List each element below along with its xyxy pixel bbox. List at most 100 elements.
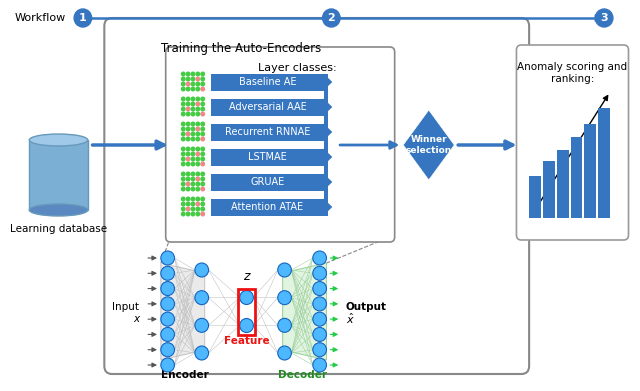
Circle shape [182, 127, 185, 131]
Circle shape [313, 297, 326, 311]
Circle shape [313, 343, 326, 357]
Bar [584, 124, 596, 218]
Text: 1: 1 [79, 13, 87, 23]
Circle shape [186, 162, 190, 166]
Circle shape [186, 152, 190, 156]
Circle shape [182, 102, 185, 106]
Circle shape [278, 346, 291, 360]
Circle shape [195, 291, 209, 305]
Circle shape [191, 207, 195, 211]
Circle shape [196, 212, 200, 216]
Circle shape [182, 152, 185, 156]
Circle shape [186, 82, 190, 86]
Polygon shape [324, 199, 332, 215]
Circle shape [191, 147, 195, 151]
Circle shape [595, 9, 613, 27]
Circle shape [313, 327, 326, 341]
Circle shape [323, 9, 340, 27]
Circle shape [201, 82, 205, 86]
Text: Anomaly scoring and
ranking:: Anomaly scoring and ranking: [517, 62, 628, 84]
Circle shape [182, 132, 185, 136]
Circle shape [186, 77, 190, 81]
Circle shape [191, 107, 195, 111]
Text: Decoder: Decoder [278, 370, 326, 380]
Circle shape [182, 112, 185, 116]
Text: Recurrent RNNAE: Recurrent RNNAE [225, 127, 310, 137]
Text: Baseline AE: Baseline AE [239, 77, 296, 87]
Polygon shape [403, 110, 454, 180]
Circle shape [182, 207, 185, 211]
Circle shape [201, 207, 205, 211]
Circle shape [182, 177, 185, 181]
Circle shape [278, 318, 291, 332]
Circle shape [191, 132, 195, 136]
Circle shape [191, 112, 195, 116]
Circle shape [195, 346, 209, 360]
Text: Feature: Feature [224, 337, 269, 346]
Circle shape [161, 358, 175, 372]
Circle shape [186, 207, 190, 211]
Circle shape [186, 132, 190, 136]
Circle shape [182, 107, 185, 111]
Circle shape [182, 82, 185, 86]
Circle shape [191, 72, 195, 76]
Circle shape [201, 72, 205, 76]
Circle shape [196, 182, 200, 186]
Circle shape [196, 127, 200, 131]
Circle shape [191, 127, 195, 131]
Circle shape [182, 72, 185, 76]
Bar [529, 176, 541, 218]
Circle shape [186, 127, 190, 131]
FancyBboxPatch shape [211, 199, 324, 215]
Polygon shape [324, 99, 332, 115]
Circle shape [313, 251, 326, 265]
Text: 2: 2 [328, 13, 335, 23]
FancyBboxPatch shape [211, 149, 324, 165]
Circle shape [201, 77, 205, 81]
Circle shape [313, 266, 326, 280]
Circle shape [196, 132, 200, 136]
Circle shape [191, 162, 195, 166]
Circle shape [191, 182, 195, 186]
Circle shape [191, 97, 195, 101]
Circle shape [313, 358, 326, 372]
Circle shape [196, 147, 200, 151]
FancyBboxPatch shape [211, 174, 324, 190]
Circle shape [196, 177, 200, 181]
Circle shape [191, 157, 195, 161]
Circle shape [201, 132, 205, 136]
Circle shape [201, 102, 205, 106]
Circle shape [182, 97, 185, 101]
Bar [598, 108, 610, 218]
Circle shape [201, 187, 205, 191]
Circle shape [191, 212, 195, 216]
Circle shape [186, 197, 190, 201]
Bar [557, 151, 568, 218]
Circle shape [191, 177, 195, 181]
Circle shape [313, 312, 326, 326]
Bar [29, 140, 88, 210]
Circle shape [201, 177, 205, 181]
Circle shape [196, 202, 200, 206]
Circle shape [191, 87, 195, 91]
Circle shape [191, 202, 195, 206]
Text: Layer classes:: Layer classes: [259, 63, 337, 73]
Polygon shape [324, 124, 332, 140]
Circle shape [186, 157, 190, 161]
Text: 3: 3 [600, 13, 608, 23]
Circle shape [74, 9, 92, 27]
Circle shape [201, 112, 205, 116]
Circle shape [196, 157, 200, 161]
Circle shape [278, 263, 291, 277]
Text: LSTMAE: LSTMAE [248, 152, 287, 162]
Circle shape [191, 152, 195, 156]
Text: Winner
selection: Winner selection [406, 135, 452, 155]
Circle shape [191, 172, 195, 176]
Circle shape [186, 72, 190, 76]
Circle shape [196, 97, 200, 101]
Text: Output: Output [346, 301, 387, 312]
Circle shape [196, 172, 200, 176]
Bar [543, 161, 555, 218]
Circle shape [186, 182, 190, 186]
Circle shape [191, 82, 195, 86]
